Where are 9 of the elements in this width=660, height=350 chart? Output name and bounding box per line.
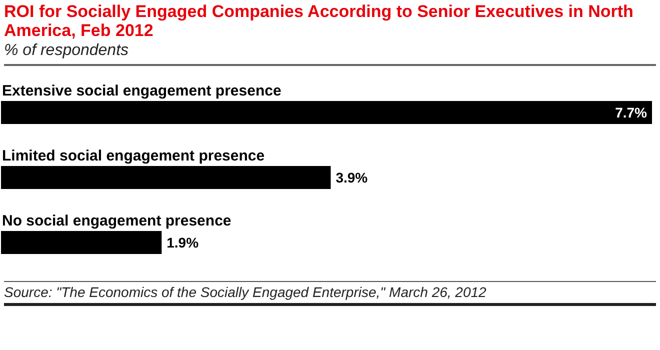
y-tick-label: Extensive social engagement presence — [2, 82, 282, 100]
data-label: 7.7% — [615, 104, 648, 120]
chart-subtitle: % of respondents — [4, 40, 656, 66]
y-tick-label: Limited social engagement presence — [2, 148, 265, 164]
data-label: 3.9% — [336, 170, 368, 186]
y-tick-label: No social engagement presence — [2, 212, 232, 230]
source-note: Source: "The Economics of the Socially Engaged Enterprise," March 26, 2012 — [4, 284, 488, 301]
chart-title: ROI for Socially Engaged Companies According to Senior Executives in North America, Feb 2012 — [4, 2, 634, 40]
data-label: 1.9% — [166, 234, 200, 250]
